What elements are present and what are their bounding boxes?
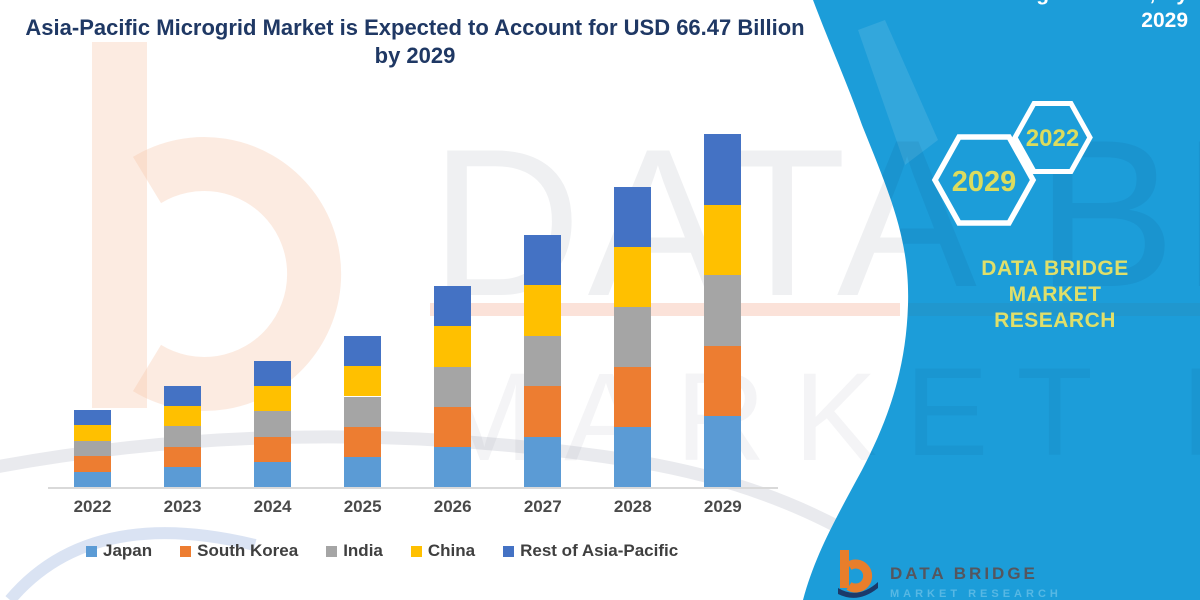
bar-segment-2022-rest-of-asia-pacific	[74, 409, 111, 426]
chart-title-line2: by 2029	[374, 43, 456, 68]
bar-segment-2028-south-korea	[614, 366, 652, 427]
bar-segment-2024-rest-of-asia-pacific	[254, 360, 292, 387]
year-hexagons: 2029 2022	[931, 101, 1093, 226]
bar-segment-2029-china	[704, 204, 742, 276]
legend-swatch	[503, 545, 515, 557]
legend-label: Japan	[103, 541, 153, 560]
sidebar-report-title-line2: 2029	[1141, 9, 1188, 32]
legend-label: India	[343, 541, 383, 560]
sidebar-accent-facet	[858, 20, 938, 165]
bar-segment-2027-japan	[524, 436, 562, 487]
x-axis-label-2029: 2029	[703, 497, 742, 516]
bar-segment-2025-south-korea	[344, 426, 382, 457]
x-axis-label-2024: 2024	[253, 497, 292, 516]
bar-segment-2025-china	[344, 366, 382, 397]
legend-item-south-korea: South Korea	[180, 541, 298, 561]
chart-title: Asia-Pacific Microgrid Market is Expecte…	[0, 14, 830, 70]
legend-item-japan: Japan	[86, 541, 152, 561]
bar-segment-2027-india	[524, 335, 562, 387]
bar-segment-2023-south-korea	[164, 446, 202, 467]
watermark-blue-swoosh	[5, 527, 257, 600]
bar-segment-2022-south-korea	[74, 456, 111, 472]
bar-segment-2022-india	[74, 440, 111, 457]
footer-logo-subname: MARKET RESEARCH	[890, 588, 1062, 600]
sidebar-teal-shape	[803, 0, 1200, 600]
bar-segment-2029-india	[704, 275, 742, 346]
bar-segment-2024-japan	[254, 461, 292, 487]
bar-segment-2024-india	[254, 411, 292, 437]
legend-label: Rest of Asia-Pacific	[520, 541, 679, 560]
bar-segment-2029-south-korea	[704, 345, 742, 417]
legend-swatch	[326, 545, 338, 557]
x-axis-label-2028: 2028	[613, 497, 652, 516]
bar-segment-2023-rest-of-asia-pacific	[164, 386, 202, 407]
bar-segment-2027-china	[524, 285, 562, 336]
bar-segment-2022-japan	[74, 471, 111, 487]
bar-segment-2024-south-korea	[254, 436, 292, 462]
sidebar-report-title: Asia-Pacific Microgrid Market, By 2029	[855, 0, 1188, 34]
hexagon-2022-label: 2022	[1026, 125, 1079, 152]
bar-segment-2026-china	[434, 326, 472, 367]
legend-item-china: China	[410, 541, 476, 561]
bar-segment-2028-japan	[614, 426, 652, 487]
sidebar-brand-text: DATA BRIDGE MARKET RESEARCH	[935, 256, 1175, 334]
hexagon-2029	[931, 134, 1037, 226]
hexagon-2022	[1012, 101, 1093, 174]
bar-segment-2028-rest-of-asia-pacific	[614, 186, 652, 247]
bar-segment-2028-india	[614, 306, 652, 367]
bar-segment-2028-china	[614, 246, 652, 307]
bar-segment-2023-japan	[164, 466, 202, 487]
bar-segment-2024-china	[254, 386, 292, 412]
legend-swatch	[410, 545, 422, 557]
x-axis-label-2026: 2026	[433, 497, 472, 516]
bar-segment-2025-india	[344, 396, 382, 427]
footer-logo-b-icon	[838, 550, 878, 598]
bar-segment-2023-china	[164, 406, 202, 427]
x-axis-label-2022: 2022	[73, 497, 112, 516]
bar-segment-2026-india	[434, 366, 472, 407]
footer-logo-swoosh	[838, 582, 878, 598]
bar-segment-2026-rest-of-asia-pacific	[434, 286, 472, 327]
legend-label: South Korea	[197, 541, 299, 560]
hexagon-2029-label: 2029	[952, 166, 1017, 198]
legend-label: China	[427, 541, 476, 560]
bar-segment-2029-rest-of-asia-pacific	[704, 134, 742, 205]
x-axis-label-2027: 2027	[523, 497, 562, 516]
chart-legend: Japan South Korea India China Rest of Asia-P…	[86, 541, 678, 561]
legend-swatch	[86, 545, 97, 557]
footer-logo-name: DATA BRIDGE	[890, 564, 1038, 583]
x-axis-label-2025: 2025	[343, 497, 382, 516]
legend-swatch	[180, 545, 192, 557]
bar-segment-2025-rest-of-asia-pacific	[344, 336, 382, 367]
bar-segment-2027-rest-of-asia-pacific	[524, 234, 562, 286]
bar-segment-2027-south-korea	[524, 386, 562, 437]
legend-item-india: India	[326, 541, 383, 561]
chart-title-line1: Asia-Pacific Microgrid Market is Expecte…	[25, 15, 805, 40]
bar-segment-2026-japan	[434, 446, 472, 487]
x-axis-line	[48, 487, 778, 489]
footer-logo: DATA BRIDGE MARKET RESEARCH	[836, 550, 1062, 600]
bar-segment-2029-japan	[704, 416, 742, 487]
bar-segment-2025-japan	[344, 456, 382, 487]
bar-segment-2026-south-korea	[434, 406, 472, 447]
sidebar-report-title-line1: Asia-Pacific Microgrid Market, By	[855, 0, 1188, 7]
sidebar-brand-line1: DATA BRIDGE MARKET	[981, 257, 1129, 306]
bar-segment-2022-china	[74, 425, 111, 441]
bar-segment-2023-india	[164, 426, 202, 447]
legend-item-rest-of-asia-pacific: Rest of Asia-Pacific	[503, 541, 678, 561]
x-axis-label-2023: 2023	[163, 497, 202, 516]
sidebar-brand-line2: RESEARCH	[994, 309, 1116, 332]
